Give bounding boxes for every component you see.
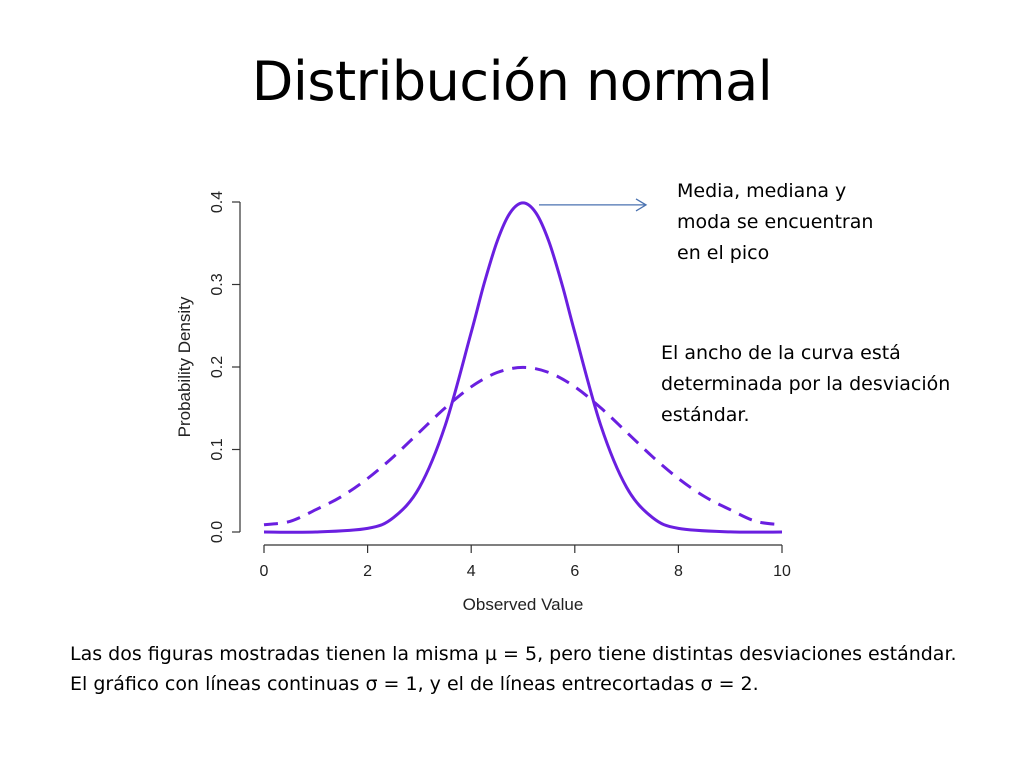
x-tick-label: 8 [674,563,683,580]
peak-arrow-head [635,198,648,212]
x-tick-label: 2 [363,563,372,580]
y-tick-label: 0.2 [209,356,226,378]
annotation-peak: Media, mediana y moda se encuentran en e… [677,180,874,264]
solid-curve-sigma-1 [263,201,783,534]
y-tick-label: 0.1 [209,438,226,460]
slide-title: Distribución normal [251,50,773,113]
x-tick-label: 6 [570,563,579,580]
x-tick-label: 0 [260,563,269,580]
slide-caption: Las dos figuras mostradas tienen la mism… [70,643,957,695]
y-tick-label: 0.3 [209,273,226,295]
y-tick-label: 0.4 [209,191,226,213]
y-tick-label: 0.0 [209,521,226,543]
annotation-width: El ancho de la curva está determinada po… [661,342,951,426]
x-axis-title: Observed Value [463,595,584,614]
x-tick-label: 4 [467,563,476,580]
x-tick-label: 10 [773,563,791,580]
y-axis-title: Probability Density [175,296,194,437]
dashed-curve-sigma-2 [263,365,783,527]
